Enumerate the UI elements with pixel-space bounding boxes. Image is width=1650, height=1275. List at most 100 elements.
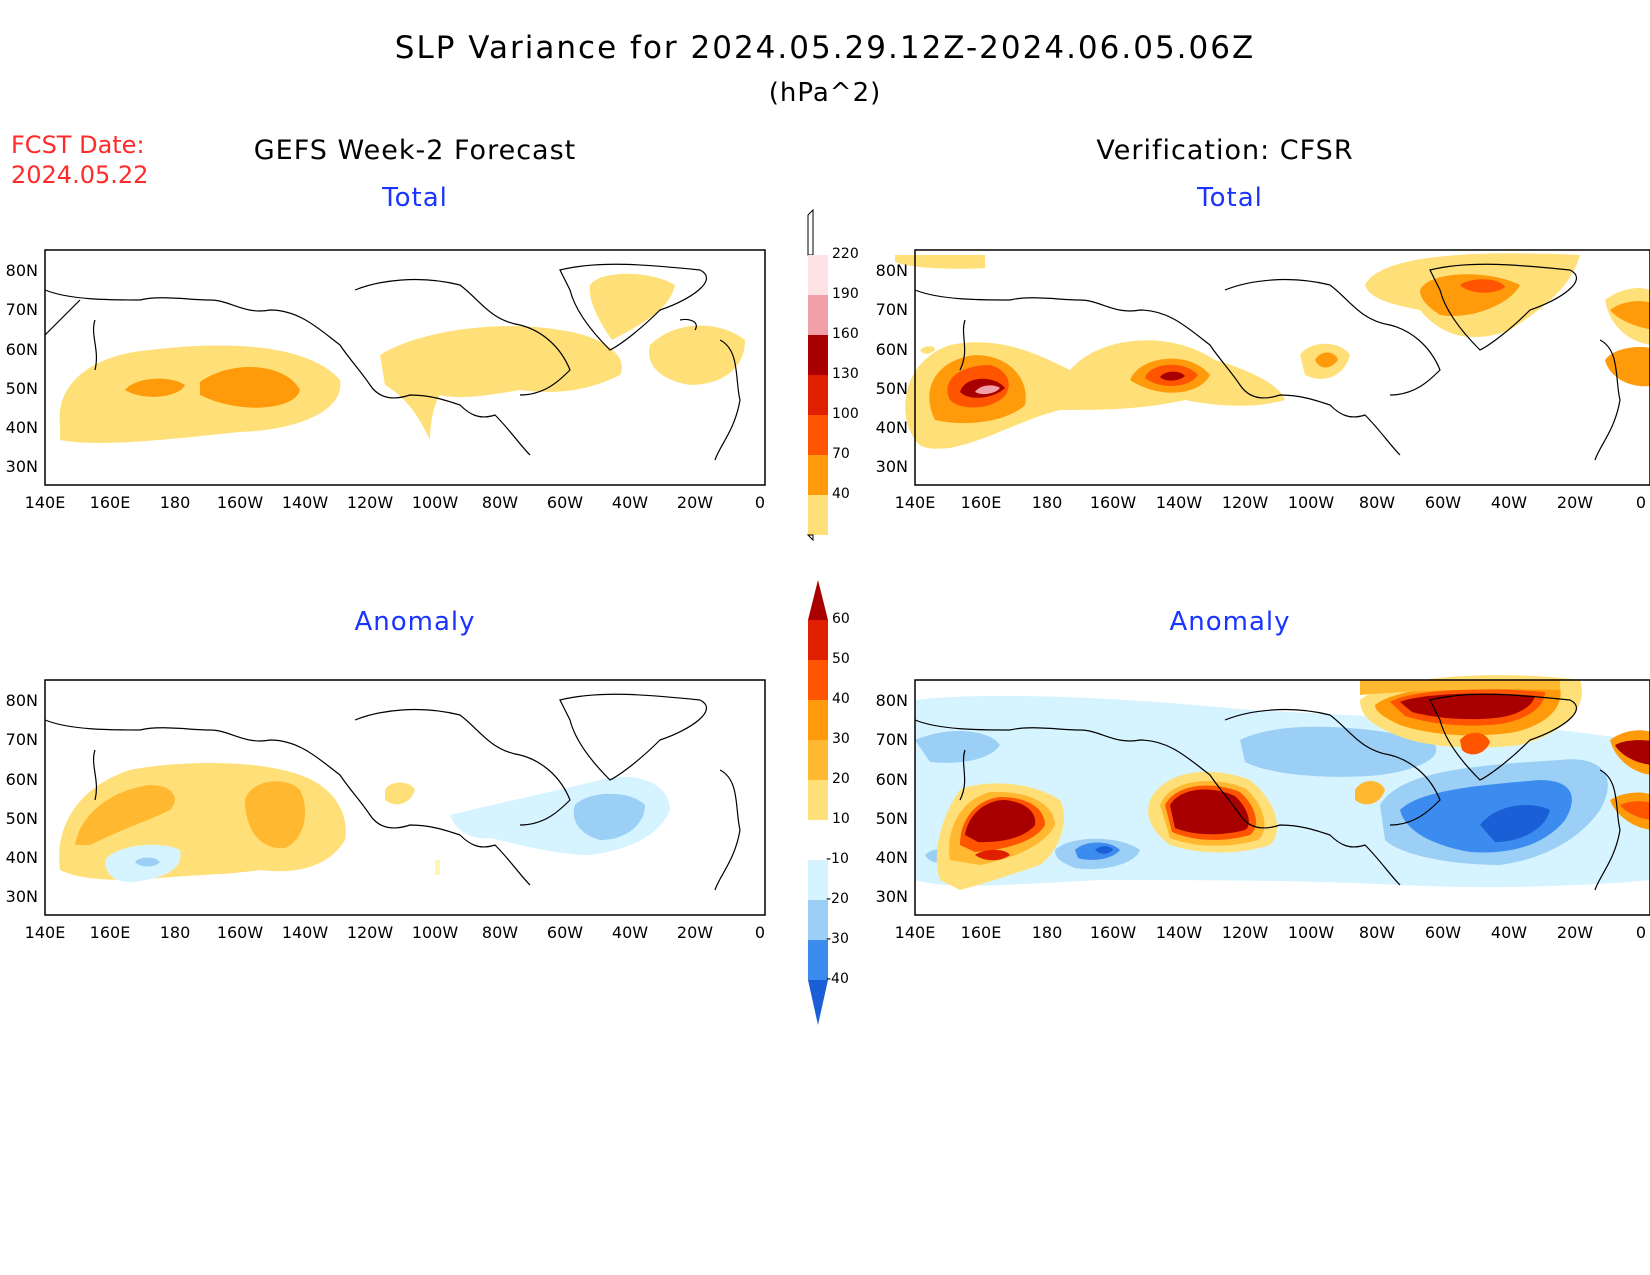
- anomaly-colorbar-label: 10: [832, 811, 850, 827]
- fcst-date-label: FCST Date:: [11, 131, 145, 159]
- lon-label: 140E: [25, 923, 66, 942]
- verification-anomaly-fill: [915, 675, 1650, 890]
- lat-label: 30N: [876, 457, 908, 476]
- lon-label: 160W: [1090, 493, 1137, 512]
- verification-anomaly-lon-labels: 140E 160E 180 160W 140W 120W 100W 80W 60…: [895, 923, 1646, 942]
- total-colorbar-swatch: [808, 375, 828, 415]
- lat-label: 60N: [6, 770, 38, 789]
- right-column-title: Verification: CFSR: [1096, 135, 1354, 166]
- anomaly-colorbar-label: -30: [826, 931, 849, 947]
- lon-label: 0: [755, 493, 765, 512]
- lon-label: 40W: [612, 493, 648, 512]
- lon-label: 140E: [895, 923, 936, 942]
- forecast-anomaly-lon-labels: 140E 160E 180 160W 140W 120W 100W 80W 60…: [25, 923, 765, 942]
- verification-anomaly-coastlines: [914, 693, 1621, 891]
- lon-label: 60W: [547, 493, 583, 512]
- total-colorbar-swatch: [808, 495, 828, 535]
- lat-label: 40N: [876, 848, 908, 867]
- lon-label: 100W: [1288, 493, 1335, 512]
- lon-label: 100W: [412, 923, 459, 942]
- anomaly-colorbar: 60 50 40 30 20 10 -10 -20 -30 -40: [808, 580, 850, 1025]
- lon-label: 40W: [1491, 923, 1527, 942]
- total-colorbar-label: 40: [832, 486, 850, 502]
- verification-total-frame: [914, 249, 1650, 486]
- lon-label: 20W: [1557, 493, 1593, 512]
- lon-label: 120W: [1222, 923, 1269, 942]
- lon-label: 80W: [1359, 493, 1395, 512]
- lon-label: 60W: [547, 923, 583, 942]
- lon-label: 160E: [90, 493, 131, 512]
- lat-label: 80N: [6, 691, 38, 710]
- total-colorbar-label: 190: [832, 286, 859, 302]
- total-colorbar-label: 100: [832, 406, 859, 422]
- total-colorbar: 220 190 160 130 100 70 40: [806, 208, 859, 542]
- verification-total-fill: [895, 253, 1650, 449]
- anomaly-colorbar-label: 30: [832, 731, 850, 747]
- lat-label: 80N: [6, 261, 38, 280]
- lon-label: 160W: [217, 923, 264, 942]
- lon-label: 160E: [961, 493, 1002, 512]
- total-colorbar-label: 160: [832, 326, 859, 342]
- lon-label: 100W: [412, 493, 459, 512]
- anomaly-colorbar-label: -10: [826, 851, 849, 867]
- forecast-total-coastlines: [44, 263, 741, 461]
- lon-label: 80W: [482, 493, 518, 512]
- lat-label: 70N: [876, 300, 908, 319]
- lon-label: 60W: [1425, 493, 1461, 512]
- total-colorbar-label: 70: [832, 446, 850, 462]
- units-label: (hPa^2): [768, 78, 882, 108]
- lon-label: 0: [755, 923, 765, 942]
- lon-label: 140W: [1156, 493, 1203, 512]
- anomaly-colorbar-swatch: [808, 860, 828, 900]
- total-colorbar-label: 130: [832, 366, 859, 382]
- lon-label: 180: [1032, 493, 1063, 512]
- verification-total-title: Total: [1197, 183, 1263, 213]
- left-column-title: GEFS Week-2 Forecast: [253, 135, 577, 166]
- lon-label: 140E: [895, 493, 936, 512]
- verification-anomaly-title: Anomaly: [1169, 607, 1291, 637]
- lon-label: 20W: [677, 493, 713, 512]
- lon-label: 120W: [1222, 493, 1269, 512]
- lat-label: 50N: [876, 809, 908, 828]
- anomaly-colorbar-swatch: [808, 940, 828, 980]
- lat-label: 60N: [876, 340, 908, 359]
- lon-label: 180: [160, 923, 191, 942]
- lon-label: 40W: [1491, 493, 1527, 512]
- forecast-total-lon-labels: 140E 160E 180 160W 140W 120W 100W 80W 60…: [25, 493, 765, 512]
- anomaly-colorbar-swatch: [808, 700, 828, 740]
- anomaly-colorbar-swatch: [808, 900, 828, 940]
- lon-label: 0: [1636, 923, 1646, 942]
- fcst-date-block: FCST Date: 2024.05.22: [11, 130, 148, 190]
- lon-label: 40W: [612, 923, 648, 942]
- lat-label: 70N: [6, 730, 38, 749]
- lon-label: 140W: [282, 493, 329, 512]
- lon-label: 180: [160, 493, 191, 512]
- lat-label: 70N: [876, 730, 908, 749]
- anomaly-colorbar-swatch: [808, 780, 828, 820]
- forecast-anomaly-lat-labels: 80N 70N 60N 50N 40N 30N: [6, 691, 38, 906]
- anomaly-colorbar-label: -40: [826, 971, 849, 987]
- lat-label: 40N: [6, 848, 38, 867]
- anomaly-colorbar-swatch: [808, 820, 828, 860]
- total-colorbar-swatch: [808, 455, 828, 495]
- lat-label: 60N: [876, 770, 908, 789]
- lon-label: 80W: [1359, 923, 1395, 942]
- fcst-date-value: 2024.05.22: [11, 161, 149, 189]
- anomaly-colorbar-swatch: [808, 660, 828, 700]
- forecast-total-lat-labels: 80N 70N 60N 50N 40N 30N: [6, 261, 38, 476]
- lat-label: 60N: [6, 340, 38, 359]
- lon-label: 160E: [90, 923, 131, 942]
- lat-label: 40N: [6, 418, 38, 437]
- lon-label: 180: [1032, 923, 1063, 942]
- lon-label: 120W: [347, 493, 394, 512]
- forecast-anomaly-fill: [59, 763, 670, 882]
- forecast-anomaly-title: Anomaly: [354, 607, 476, 637]
- verification-anomaly-lat-labels: 80N 70N 60N 50N 40N 30N: [876, 691, 908, 906]
- lon-label: 20W: [1557, 923, 1593, 942]
- lat-label: 50N: [6, 379, 38, 398]
- anomaly-colorbar-swatch: [808, 620, 828, 660]
- lon-label: 140E: [25, 493, 66, 512]
- forecast-total-title: Total: [382, 183, 448, 213]
- lon-label: 160E: [961, 923, 1002, 942]
